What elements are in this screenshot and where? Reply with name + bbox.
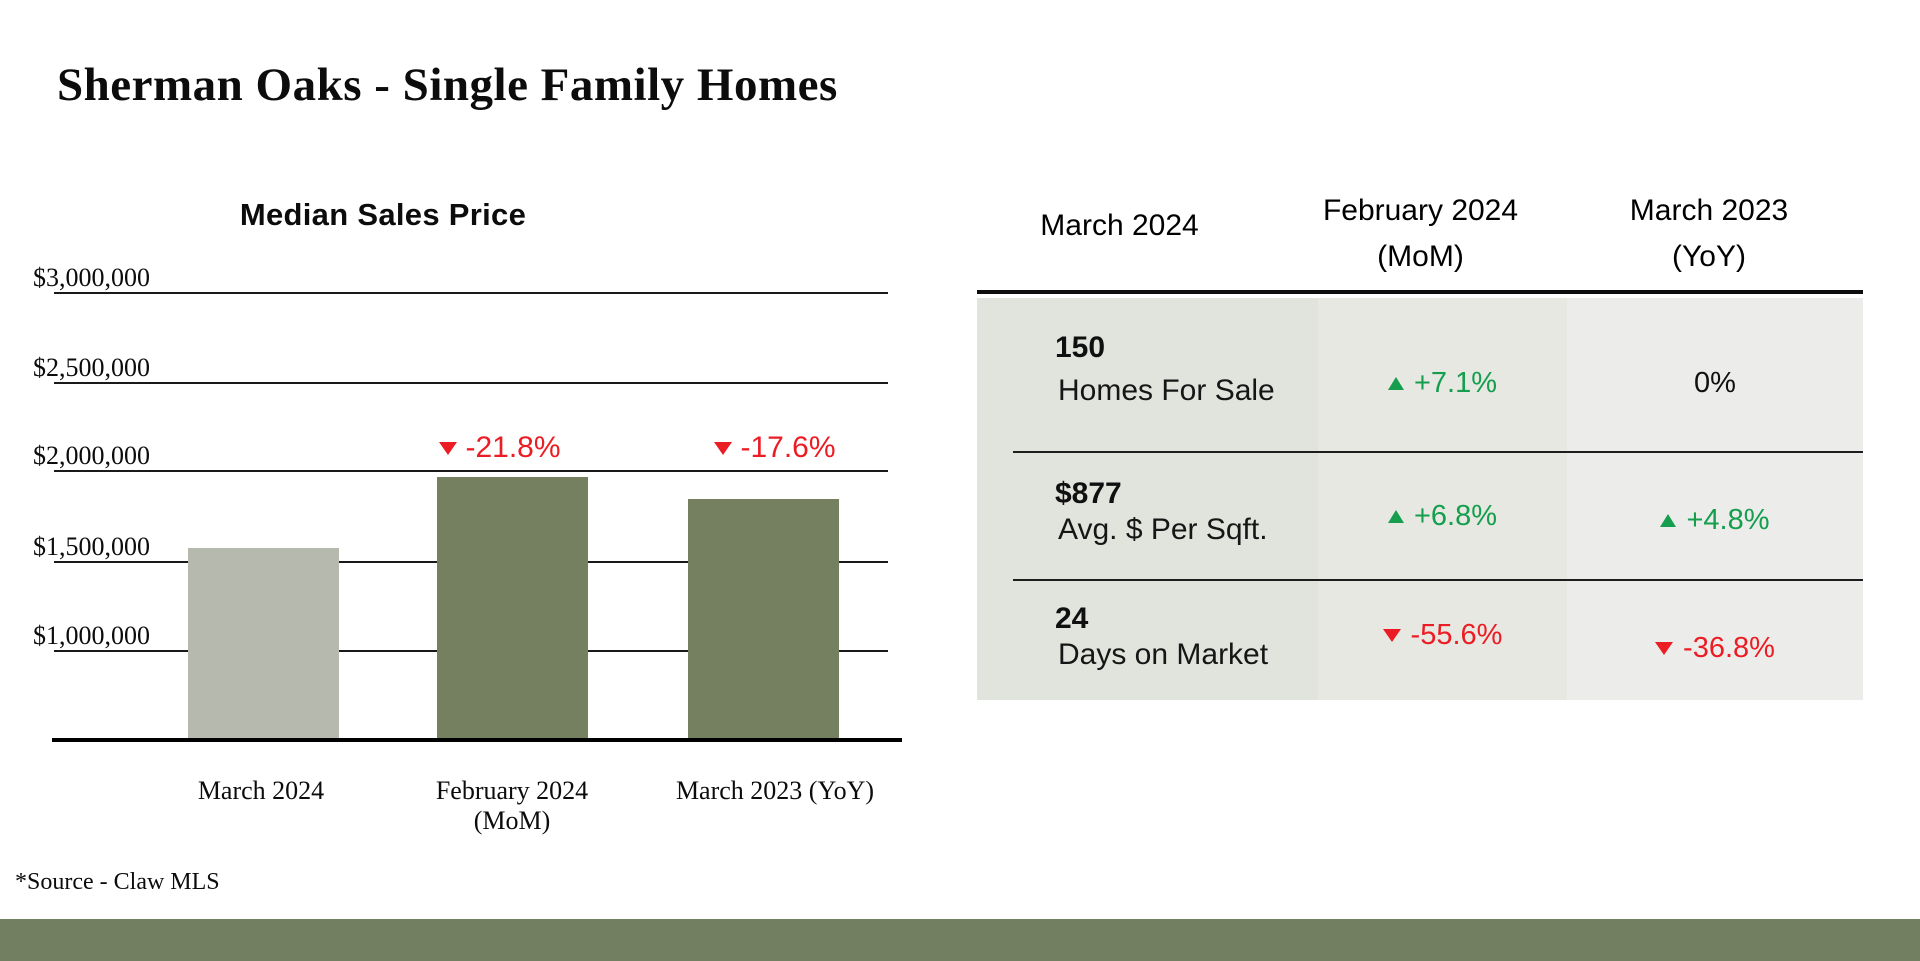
- mom-change-cell: +6.8%: [1318, 499, 1567, 533]
- column-header-line1: March 2024: [1040, 209, 1199, 242]
- page-title: Sherman Oaks - Single Family Homes: [57, 59, 838, 111]
- y-axis-tick-label: $1,500,000: [33, 532, 150, 561]
- y-axis-tick-label: $2,000,000: [33, 441, 150, 470]
- arrow-up-icon: [1660, 513, 1677, 527]
- bar-march-2023: [688, 499, 839, 740]
- change-text: -36.8%: [1683, 631, 1775, 664]
- change-text: +4.8%: [1686, 503, 1770, 536]
- metric-value: 150: [1055, 331, 1106, 364]
- mom-change-cell: -55.6%: [1318, 618, 1567, 652]
- x-axis-category-label: March 2023 (YoY): [675, 776, 875, 805]
- arrow-up-icon: [1387, 376, 1404, 390]
- change-text: -55.6%: [1410, 618, 1503, 651]
- table-column-bg-mom: [1318, 298, 1567, 700]
- metric-label: Avg. $ Per Sqft.: [1058, 513, 1268, 546]
- arrow-down-icon: [1655, 641, 1674, 655]
- column-header-february-2024: February 2024 (MoM): [1296, 188, 1545, 280]
- metric-value: $877: [1055, 477, 1122, 510]
- y-axis-tick-label: $3,000,000: [33, 263, 150, 292]
- change-label-mom: -21.8%: [400, 431, 600, 465]
- y-axis-tick-label: $2,500,000: [33, 353, 150, 382]
- column-header-line2: (MoM): [1377, 240, 1464, 273]
- bar-march-2024: [188, 548, 339, 740]
- change-text: +6.8%: [1413, 499, 1498, 532]
- arrow-down-icon: [1382, 628, 1401, 642]
- arrow-up-icon: [1387, 509, 1404, 523]
- metric-label: Homes For Sale: [1058, 374, 1275, 407]
- source-note: *Source - Claw MLS: [15, 869, 220, 895]
- metric-label: Days on Market: [1058, 638, 1269, 671]
- yoy-change-cell: +4.8%: [1567, 503, 1863, 537]
- table-column-bg-yoy: [1567, 298, 1863, 700]
- change-label-text: -21.8%: [465, 431, 561, 464]
- gridline: [54, 470, 888, 472]
- x-axis-category-label: March 2024: [197, 776, 325, 805]
- column-header-march-2023: March 2023 (YoY): [1561, 188, 1857, 280]
- chart-title: Median Sales Price: [239, 197, 527, 232]
- row-divider: [1013, 451, 1863, 453]
- yoy-change-cell: 0%: [1567, 366, 1863, 400]
- change-label-text: -17.6%: [740, 431, 836, 464]
- y-axis-tick-label: $1,000,000: [33, 621, 150, 650]
- gridline: [54, 292, 888, 294]
- arrow-down-icon: [714, 441, 733, 455]
- header-underline: [977, 290, 1863, 294]
- arrow-down-icon: [439, 441, 458, 455]
- gridline: [54, 382, 888, 384]
- bar-february-2024: [437, 477, 588, 740]
- column-header-line1: February 2024: [1322, 194, 1519, 227]
- yoy-change-cell: -36.8%: [1567, 631, 1863, 665]
- mom-change-cell: +7.1%: [1318, 366, 1567, 400]
- metric-value: 24: [1055, 602, 1089, 635]
- row-divider: [1013, 579, 1863, 581]
- change-text: +7.1%: [1413, 366, 1498, 399]
- footer-band: [0, 919, 1920, 961]
- column-header-march-2024: March 2024: [949, 203, 1290, 249]
- change-text: 0%: [1694, 366, 1736, 399]
- column-header-line1: March 2023: [1629, 194, 1789, 227]
- x-axis-line: [52, 738, 902, 742]
- table-column-bg-metrics: [977, 298, 1318, 700]
- x-axis-category-label: February 2024 (MoM): [435, 776, 589, 835]
- column-header-line2: (YoY): [1672, 240, 1746, 273]
- change-label-yoy: -17.6%: [675, 431, 875, 465]
